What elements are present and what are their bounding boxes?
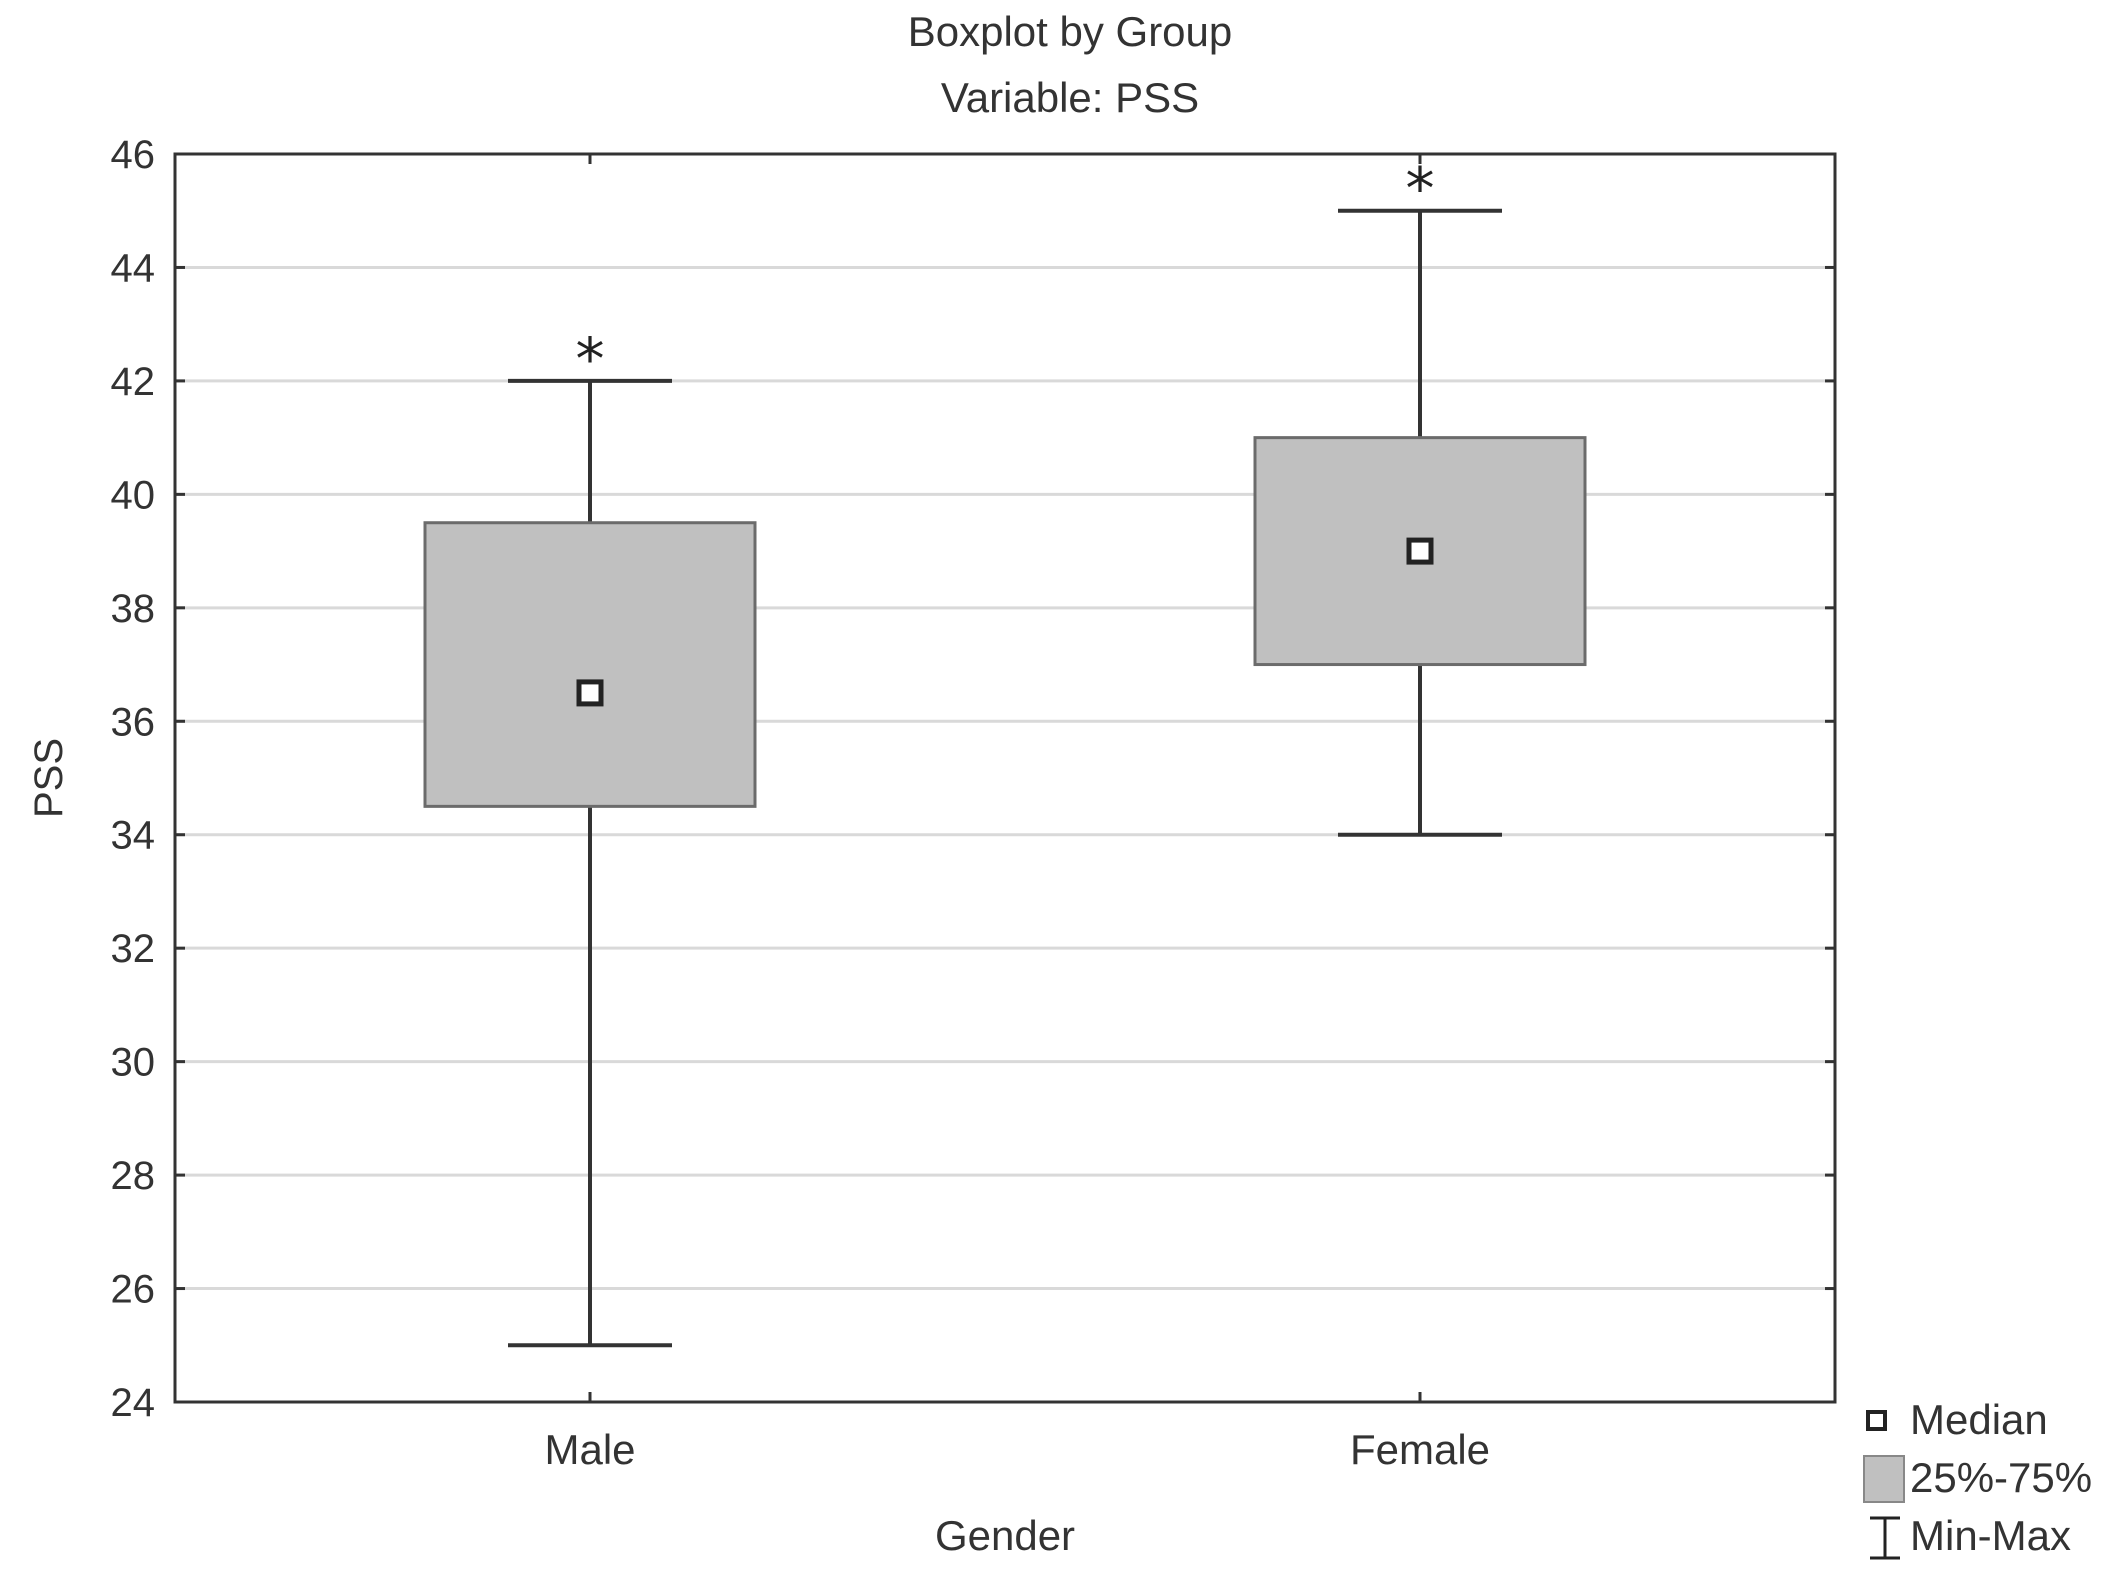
y-axis-label: PSS (27, 738, 71, 818)
y-tick-label-0: 24 (111, 1381, 156, 1425)
y-tick-label-10: 44 (111, 246, 156, 290)
legend-item-median: Median (1862, 1392, 2107, 1450)
y-tick-label-9: 42 (111, 360, 156, 404)
x-tick-label-0: Male (544, 1426, 635, 1473)
iqr-box-0 (423, 521, 757, 808)
boxes: ** (423, 155, 1587, 1348)
x-tick-label-1: Female (1350, 1426, 1490, 1473)
y-tick-label-1: 26 (111, 1268, 156, 1312)
y-tick-label-8: 40 (111, 473, 156, 517)
significance-marker-1: * (1406, 155, 1435, 223)
legend-label-median: Median (1910, 1396, 2048, 1443)
chart-title: Boxplot by Group (907, 8, 1233, 55)
whisker-icon (1870, 1516, 1900, 1560)
legend-label-whisker: Min-Max (1910, 1512, 2072, 1559)
y-tick-label-4: 32 (111, 927, 156, 971)
y-tick-label-2: 28 (111, 1154, 156, 1198)
y-tick-label-5: 34 (111, 814, 156, 858)
legend: Median 25%-75% Min-Max (1862, 1392, 2107, 1566)
box-swatch-icon (1863, 1455, 1905, 1503)
box-female: * (1253, 155, 1587, 837)
y-tick-label-7: 38 (111, 587, 156, 631)
median-marker-1 (1406, 537, 1434, 565)
plot-frame (173, 152, 1837, 1404)
y-axis: 24 26 28 30 32 34 36 38 40 42 44 46 (111, 133, 1835, 1425)
median-marker-0 (576, 679, 604, 707)
x-axis: Male Female (544, 154, 1490, 1473)
y-tick-label-3: 30 (111, 1041, 156, 1085)
chart-subtitle: Variable: PSS (940, 74, 1200, 121)
legend-item-box: 25%-75% (1862, 1450, 2107, 1508)
significance-marker-0: * (576, 325, 605, 393)
legend-item-whisker: Min-Max (1862, 1508, 2107, 1566)
legend-label-box: 25%-75% (1910, 1454, 2093, 1501)
median-square-icon (1866, 1410, 1887, 1431)
x-axis-label: Gender (935, 1512, 1075, 1559)
y-tick-label-11: 46 (111, 133, 156, 177)
box-male: * (423, 325, 757, 1348)
y-tick-label-6: 36 (111, 700, 156, 744)
